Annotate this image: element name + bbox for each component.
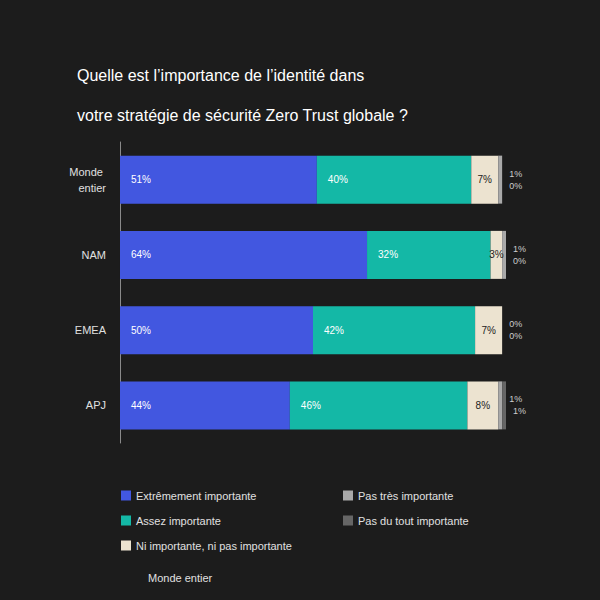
svg-text:32%: 32% <box>378 249 398 260</box>
svg-text:44%: 44% <box>131 400 151 411</box>
svg-text:46%: 46% <box>301 400 321 411</box>
svg-text:42%: 42% <box>324 325 344 336</box>
svg-text:51%: 51% <box>131 174 151 185</box>
svg-text:40%: 40% <box>328 174 348 185</box>
svg-text:Assez importante: Assez importante <box>136 515 221 527</box>
svg-text:50%: 50% <box>131 325 151 336</box>
svg-text:Quelle est l’importance de l’i: Quelle est l’importance de l’identité da… <box>77 67 364 84</box>
svg-text:Monde entier: Monde entier <box>148 572 213 584</box>
svg-text:7%: 7% <box>478 174 493 185</box>
svg-text:3%: 3% <box>489 249 504 260</box>
svg-text:entier: entier <box>78 182 106 194</box>
svg-text:APJ: APJ <box>86 399 106 411</box>
svg-text:Pas du tout importante: Pas du tout importante <box>358 515 469 527</box>
svg-text:votre stratégie de sécurité Ze: votre stratégie de sécurité Zero Trust g… <box>77 107 408 124</box>
svg-text:7%: 7% <box>481 325 496 336</box>
svg-text:1%: 1% <box>509 394 522 404</box>
svg-text:1%: 1% <box>513 244 526 254</box>
svg-text:0%: 0% <box>513 256 526 266</box>
svg-text:8%: 8% <box>476 400 491 411</box>
svg-text:1%: 1% <box>509 169 522 179</box>
svg-text:NAM: NAM <box>82 249 106 261</box>
svg-text:Extrêmement importante: Extrêmement importante <box>136 490 256 502</box>
svg-text:Pas très importante: Pas très importante <box>358 490 453 502</box>
svg-text:Ni importante, ni pas importan: Ni importante, ni pas importante <box>136 540 292 552</box>
svg-text:0%: 0% <box>509 181 522 191</box>
svg-text:1%: 1% <box>513 406 526 416</box>
svg-text:EMEA: EMEA <box>75 324 107 336</box>
svg-text:64%: 64% <box>131 249 151 260</box>
svg-text:0%: 0% <box>509 319 522 329</box>
svg-text:0%: 0% <box>509 331 522 341</box>
svg-text:Monde: Monde <box>69 166 106 178</box>
